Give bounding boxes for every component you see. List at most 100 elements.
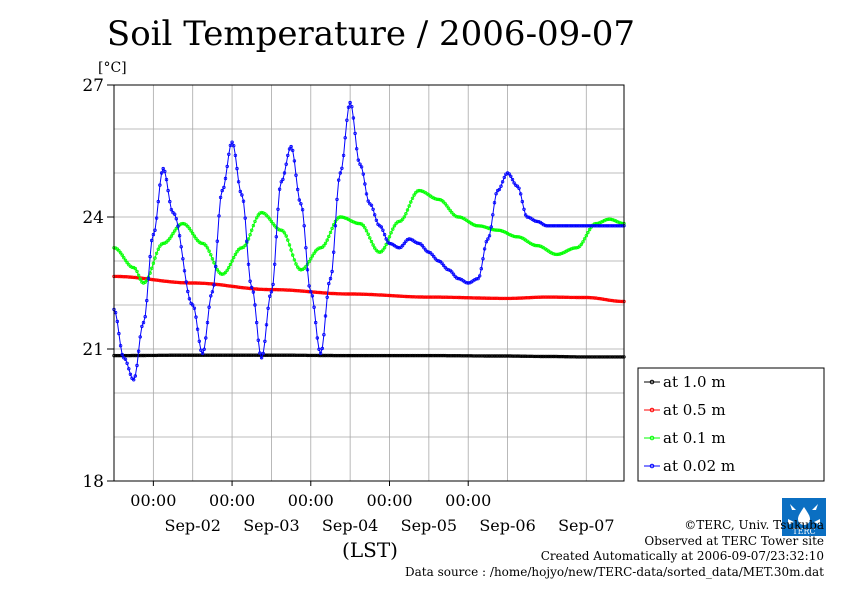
legend-swatch-marker bbox=[649, 407, 655, 413]
data-point bbox=[241, 353, 246, 357]
data-point bbox=[500, 354, 505, 358]
data-point bbox=[141, 281, 146, 285]
data-point bbox=[510, 234, 515, 238]
data-point bbox=[576, 224, 580, 228]
data-point bbox=[548, 295, 552, 299]
data-point bbox=[287, 147, 292, 151]
data-point bbox=[341, 215, 346, 220]
data-point bbox=[587, 224, 592, 228]
data-point bbox=[494, 296, 498, 300]
data-point bbox=[195, 327, 200, 331]
data-point bbox=[168, 199, 172, 204]
data-point bbox=[553, 295, 557, 299]
data-point bbox=[182, 269, 187, 273]
chart-title: Soil Temperature / 2006-09-07 bbox=[106, 14, 636, 54]
data-point bbox=[179, 222, 183, 226]
y-tick-label: 27 bbox=[82, 76, 104, 96]
data-point bbox=[204, 243, 208, 248]
data-point bbox=[186, 353, 190, 357]
series-at-0-5-m bbox=[112, 274, 626, 304]
data-point bbox=[117, 353, 121, 358]
data-point bbox=[412, 295, 416, 299]
data-point bbox=[231, 284, 236, 289]
data-point bbox=[282, 231, 287, 235]
data-point bbox=[568, 295, 572, 300]
data-point bbox=[166, 353, 170, 357]
data-point bbox=[555, 224, 559, 228]
data-point bbox=[351, 220, 356, 224]
data-point bbox=[607, 355, 611, 359]
data-point bbox=[304, 289, 308, 294]
data-point bbox=[474, 354, 479, 358]
data-point bbox=[564, 355, 569, 359]
data-point bbox=[607, 217, 611, 221]
data-point bbox=[530, 242, 534, 246]
data-point bbox=[200, 351, 205, 356]
data-point bbox=[564, 295, 569, 299]
data-point bbox=[432, 196, 436, 200]
data-point bbox=[286, 288, 290, 292]
data-point bbox=[396, 245, 400, 250]
data-point bbox=[548, 224, 552, 228]
data-point bbox=[520, 354, 524, 358]
data-point bbox=[448, 295, 452, 299]
data-point bbox=[364, 229, 369, 233]
data-point bbox=[523, 296, 528, 300]
data-point bbox=[458, 295, 462, 300]
data-point bbox=[520, 199, 524, 204]
data-point bbox=[192, 353, 197, 357]
data-point bbox=[141, 353, 146, 358]
data-point bbox=[545, 354, 549, 359]
data-point bbox=[405, 294, 410, 299]
data-point bbox=[556, 224, 561, 228]
data-point bbox=[169, 234, 174, 238]
data-point bbox=[266, 353, 270, 357]
data-point bbox=[619, 355, 623, 359]
plot-frame bbox=[113, 84, 625, 482]
x-date-label: Sep-02 bbox=[164, 516, 220, 535]
data-point bbox=[251, 223, 256, 228]
data-point bbox=[291, 288, 295, 292]
data-point bbox=[435, 197, 439, 201]
data-point bbox=[322, 353, 326, 358]
data-point bbox=[460, 215, 464, 220]
data-point bbox=[605, 298, 610, 302]
data-point bbox=[366, 232, 370, 236]
data-point bbox=[556, 252, 561, 256]
data-point bbox=[546, 224, 551, 228]
data-point bbox=[527, 296, 531, 300]
data-point bbox=[220, 353, 224, 357]
data-point bbox=[519, 192, 523, 196]
data-point bbox=[131, 353, 136, 358]
data-point bbox=[294, 262, 298, 266]
data-point bbox=[594, 355, 598, 359]
data-point bbox=[361, 353, 365, 358]
data-point bbox=[604, 297, 608, 302]
data-point bbox=[514, 354, 518, 358]
data-point bbox=[199, 281, 203, 285]
data-point bbox=[151, 261, 156, 265]
data-point bbox=[159, 171, 164, 175]
data-point bbox=[149, 353, 154, 358]
data-point bbox=[325, 295, 329, 299]
data-point bbox=[241, 199, 246, 203]
data-point bbox=[204, 281, 208, 286]
data-point bbox=[271, 221, 275, 226]
data-point bbox=[561, 251, 565, 255]
data-point bbox=[369, 239, 374, 244]
data-point bbox=[249, 353, 254, 357]
data-point bbox=[322, 243, 326, 248]
data-point bbox=[468, 354, 472, 358]
data-point bbox=[281, 229, 285, 233]
data-point bbox=[318, 351, 323, 356]
data-point bbox=[420, 243, 424, 248]
data-point bbox=[405, 237, 410, 242]
data-point bbox=[264, 353, 269, 357]
data-point bbox=[279, 180, 283, 184]
data-point bbox=[591, 224, 595, 228]
data-point bbox=[437, 295, 441, 299]
data-point bbox=[523, 354, 528, 358]
data-point bbox=[230, 140, 234, 144]
data-point bbox=[540, 354, 544, 359]
data-point bbox=[492, 296, 497, 300]
